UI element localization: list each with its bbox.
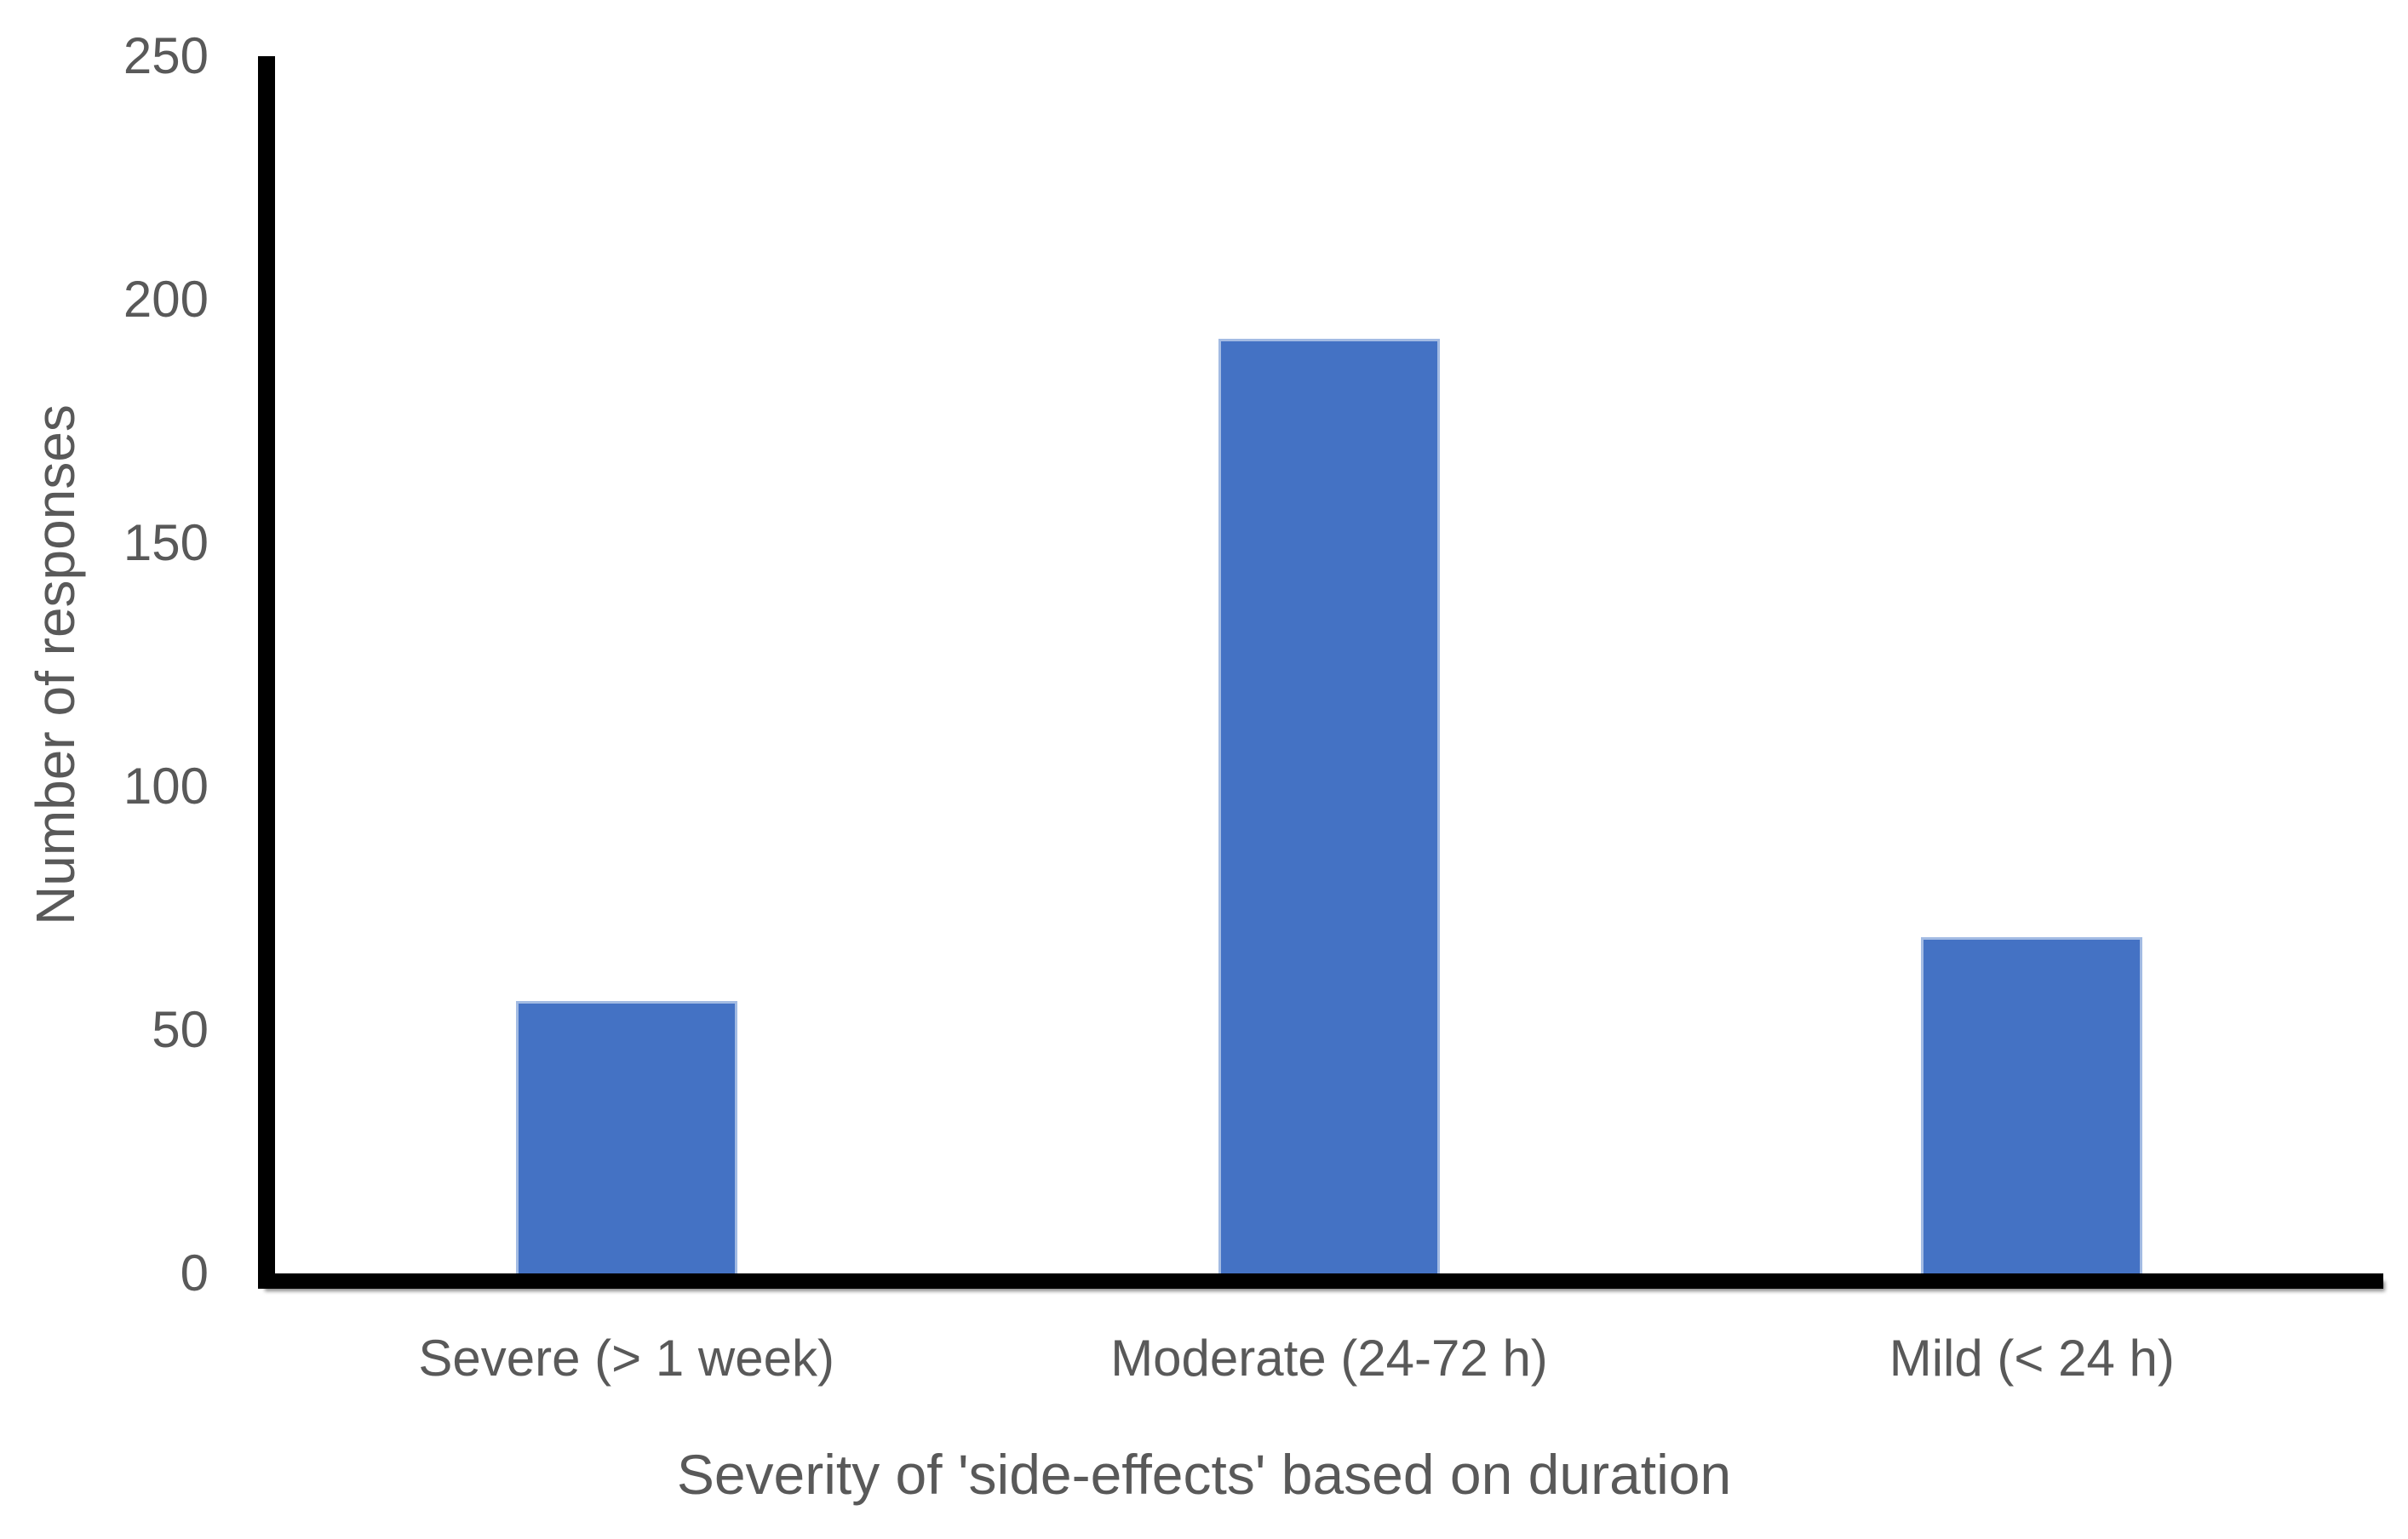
bar (515, 1000, 737, 1273)
x-tick-label: Severe (> 1 week) (418, 1330, 834, 1387)
x-tick-label: Mild (< 24 h) (1889, 1330, 2175, 1387)
x-axis-line (258, 1273, 2383, 1289)
y-tick-label: 50 (152, 1001, 209, 1058)
y-tick-label: 200 (123, 271, 209, 328)
y-tick-label: 0 (180, 1244, 209, 1302)
y-tick-label: 100 (123, 758, 209, 815)
y-tick-label: 150 (123, 514, 209, 571)
x-axis-title: Severity of 'side-effects' based on dura… (676, 1443, 1732, 1506)
bar (1921, 937, 2143, 1273)
x-axis-tick-labels: Severe (> 1 week) Moderate (24-72 h) Mild … (275, 1328, 2383, 1405)
y-tick-label: 250 (123, 27, 209, 84)
plot-area (275, 56, 2383, 1273)
bar (1218, 338, 1440, 1273)
x-tick-label: Moderate (24-72 h) (1110, 1330, 1548, 1387)
y-axis-line (258, 56, 275, 1289)
y-axis-tick-labels: 0 50 100 150 200 250 (0, 0, 209, 1539)
